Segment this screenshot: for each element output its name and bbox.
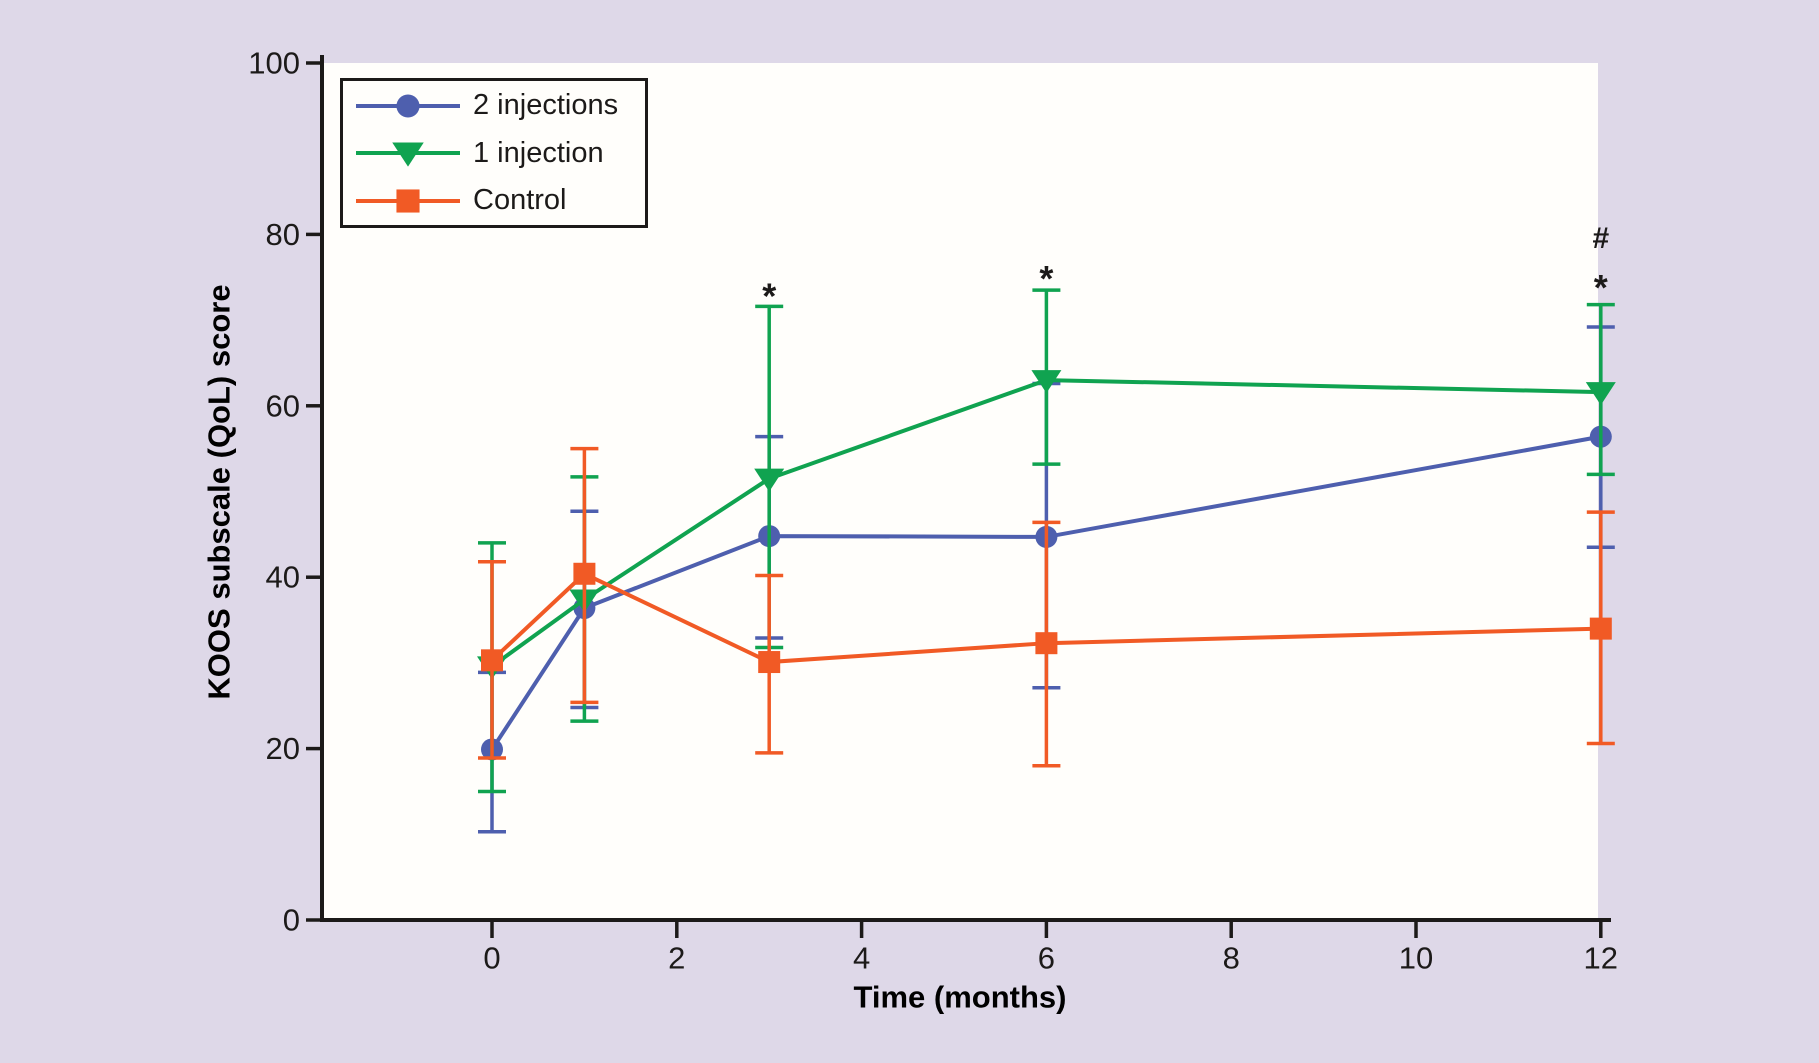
- legend-marker-1-injection-icon: [356, 142, 460, 167]
- legend-item-1-injection: 1 injection: [356, 130, 645, 176]
- y-axis-title: KOOS subscale (QoL) score: [202, 284, 237, 699]
- data-point-marker: [392, 142, 424, 167]
- data-point-marker: [1035, 632, 1058, 655]
- y-tick-label: 100: [248, 46, 300, 81]
- y-tick-label: 20: [266, 731, 300, 766]
- x-tick-label: 2: [668, 941, 685, 976]
- legend-item-2-injections: 2 injections: [356, 83, 645, 129]
- data-point-marker: [396, 93, 420, 118]
- significance-annotation: *: [1594, 267, 1608, 308]
- legend-marker-2-injections-icon: [356, 93, 460, 118]
- data-point-marker: [1031, 370, 1062, 394]
- y-tick-label: 40: [266, 560, 300, 595]
- data-point-marker: [396, 188, 420, 213]
- data-point-marker: [481, 649, 503, 672]
- legend-marker-control-icon: [356, 188, 460, 213]
- legend-label: Control: [473, 184, 567, 216]
- series-control: [478, 446, 1615, 768]
- y-tick-label: 80: [266, 217, 300, 252]
- x-tick-label: 4: [853, 941, 870, 976]
- significance-annotation: #: [1592, 222, 1609, 255]
- x-tick-label: 6: [1038, 941, 1055, 976]
- x-tick-label: 8: [1223, 941, 1240, 976]
- legend-item-control: Control: [356, 178, 645, 224]
- axes: 0 20 40 60 80 100 0 2 4 6 8 10 12: [248, 46, 1618, 976]
- x-tick-label: 10: [1399, 941, 1433, 976]
- legend-label: 1 injection: [473, 136, 604, 169]
- legend: 2 injections 1 injection Control: [340, 78, 648, 228]
- y-tick-label: 0: [283, 903, 300, 938]
- data-point-marker: [573, 562, 596, 585]
- significance-annotation: *: [762, 275, 776, 316]
- data-point-marker: [1585, 382, 1616, 406]
- data-point-marker: [758, 651, 781, 674]
- data-point-marker: [1589, 617, 1612, 640]
- significance-annotation: *: [1039, 258, 1053, 299]
- legend-label: 2 injections: [473, 89, 619, 121]
- x-axis-title: Time (months): [854, 980, 1067, 1015]
- x-tick-label: 12: [1584, 941, 1618, 976]
- data-point-marker: [754, 468, 785, 492]
- y-tick-label: 60: [266, 388, 300, 423]
- x-tick-label: 0: [483, 941, 500, 976]
